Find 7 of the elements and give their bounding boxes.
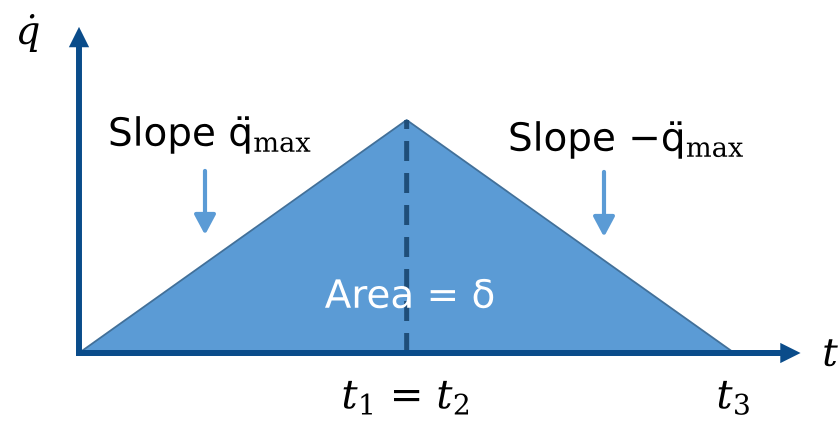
y-axis-title: q̇ bbox=[19, 14, 39, 52]
x-axis-title: t bbox=[824, 339, 838, 366]
x-tick-label: t$_{3}$ bbox=[718, 380, 749, 415]
annotation: Slope q̈$_{max}$ bbox=[110, 116, 310, 154]
x-tick-label: t$_{1}$ = t$_{2}$ bbox=[344, 380, 468, 414]
annotation: Area = δ bbox=[325, 278, 494, 308]
annotation: Slope −q̈$_{max}$ bbox=[510, 121, 743, 159]
